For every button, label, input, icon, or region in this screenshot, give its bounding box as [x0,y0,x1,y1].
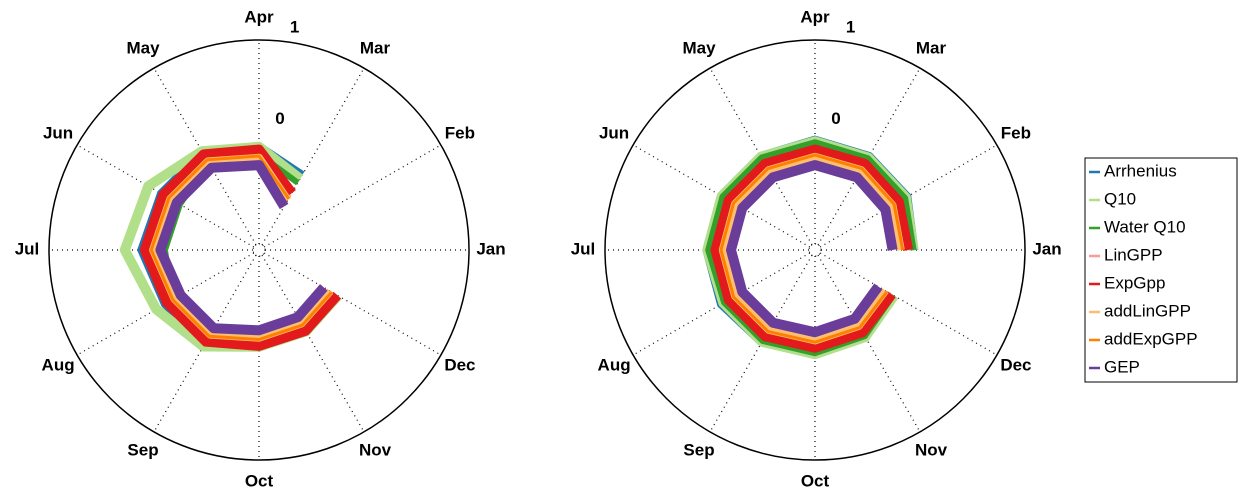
r-tick-label: 0 [275,109,284,128]
legend-label: Water Q10 [1104,217,1186,236]
month-label: Dec [1000,355,1031,374]
center-circle [808,243,822,257]
r-tick-label: 0 [831,109,840,128]
month-label: Aug [42,355,75,374]
spoke [263,252,442,356]
legend-label: GEP [1104,357,1140,376]
month-label: Nov [915,440,948,459]
spoke [76,252,255,356]
series-line [149,154,333,341]
month-label: May [682,39,716,58]
legend-label: LinGPP [1104,245,1163,264]
series-line [139,144,342,351]
month-label: Jun [43,123,73,142]
r-tick-label: 1 [290,17,299,36]
series-line [718,152,905,345]
month-label: Mar [916,39,947,58]
legend-label: ExpGpp [1104,273,1165,292]
month-label: Feb [445,123,475,142]
month-label: Aug [598,355,631,374]
spoke [819,252,998,356]
month-label: Jul [571,239,596,258]
spoke [76,144,255,248]
legend-label: Q10 [1104,189,1136,208]
month-label: Jan [1032,239,1061,258]
month-label: Feb [1001,123,1031,142]
month-label: Dec [444,355,475,374]
legend-box [1084,157,1238,383]
outer-circle [48,39,470,461]
spoke [261,254,365,433]
spoke [153,67,257,246]
month-label: Sep [127,440,158,459]
month-label: Jun [599,123,629,142]
legend-label: addLinGPP [1104,301,1191,320]
month-label: Oct [245,471,274,490]
legend-label: Arrhenius [1104,161,1177,180]
month-label: Apr [800,7,830,26]
outer-circle [604,39,1026,461]
month-label: Mar [360,39,391,58]
series-line [719,153,905,344]
spoke [263,144,442,248]
legend-label: addExpGPP [1104,329,1198,348]
r-tick-label: 1 [846,17,855,36]
month-label: May [126,39,160,58]
series-line [710,144,914,353]
month-label: Jan [476,239,505,258]
series-line [705,139,917,357]
month-label: Sep [683,440,714,459]
spoke [709,67,813,246]
spoke [817,67,921,246]
spoke [817,254,921,433]
month-label: Nov [359,440,392,459]
spoke [632,144,811,248]
series-line [155,160,328,336]
spoke [153,254,257,433]
center-circle [252,243,266,257]
month-label: Jul [15,239,40,258]
month-label: Apr [244,7,274,26]
spoke [632,252,811,356]
spoke [261,67,365,246]
month-label: Oct [801,471,830,490]
spoke [709,254,813,433]
series-line [149,153,334,342]
spoke [819,144,998,248]
series-line [726,160,898,338]
